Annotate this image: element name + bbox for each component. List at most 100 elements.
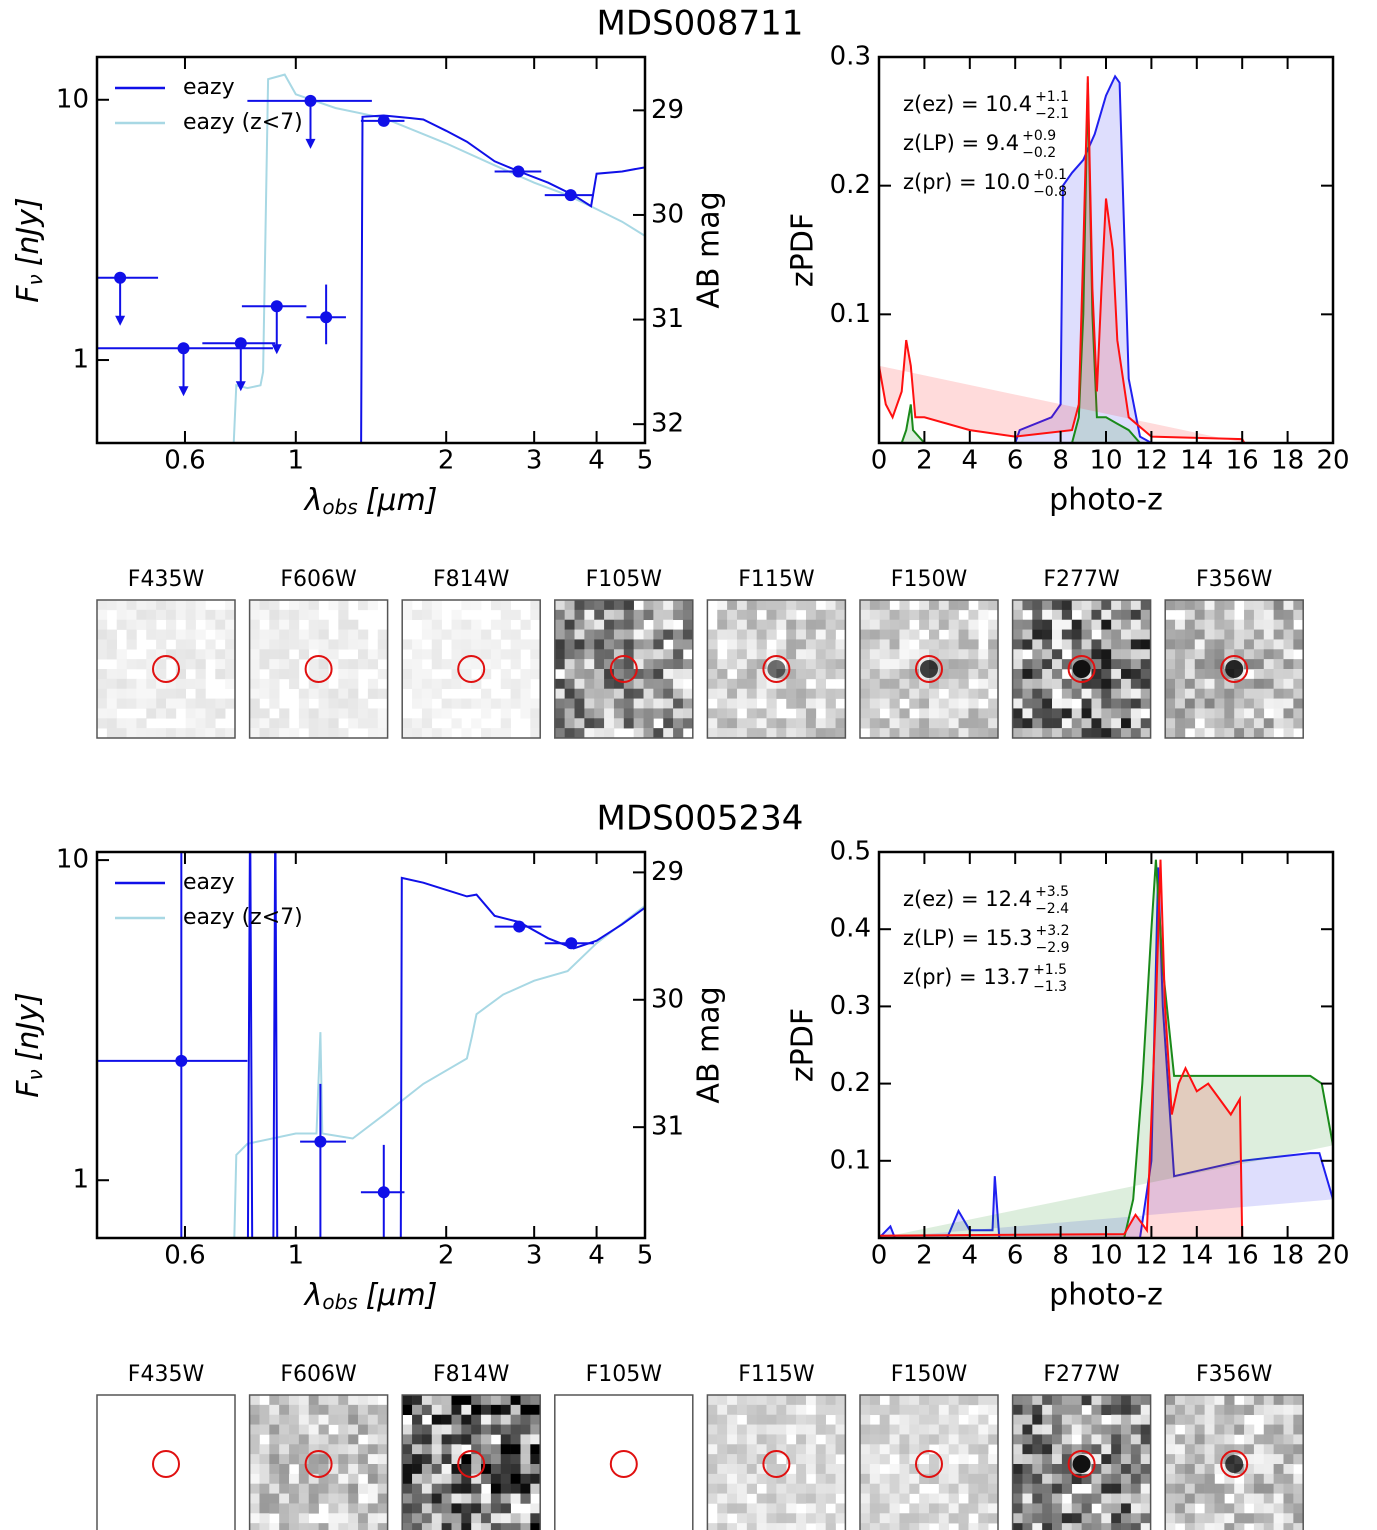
pixel bbox=[490, 728, 502, 739]
pixel bbox=[796, 659, 807, 670]
y-tick-label: 10 bbox=[56, 84, 89, 114]
pixel bbox=[348, 688, 359, 699]
pixel bbox=[623, 718, 634, 729]
x-tick-label: 3 bbox=[526, 1241, 543, 1271]
pixel bbox=[707, 1414, 718, 1425]
pixel bbox=[1244, 629, 1255, 640]
pixel bbox=[1140, 600, 1151, 611]
pixel bbox=[653, 688, 664, 699]
pixel bbox=[988, 619, 999, 630]
pixel bbox=[584, 728, 595, 739]
pixel bbox=[308, 1414, 319, 1425]
pixel bbox=[358, 698, 369, 709]
pixel bbox=[958, 1454, 969, 1465]
pixel bbox=[860, 1395, 871, 1406]
pixel bbox=[1032, 1464, 1043, 1475]
pdf-annotation: z(LP) = 15.3 bbox=[903, 926, 1032, 950]
axis-label-symbol: F bbox=[11, 285, 46, 303]
pixel bbox=[1121, 1454, 1132, 1465]
pixel bbox=[318, 728, 329, 739]
pixel bbox=[215, 669, 226, 680]
pixel bbox=[1091, 728, 1102, 739]
pixel bbox=[929, 1414, 940, 1425]
pixel bbox=[1140, 718, 1151, 729]
pixel bbox=[673, 649, 684, 660]
pixel bbox=[1140, 1414, 1151, 1425]
pixel bbox=[1224, 678, 1235, 690]
pixel bbox=[604, 698, 615, 709]
pixel bbox=[786, 1414, 797, 1425]
pixel bbox=[653, 728, 664, 739]
pixel bbox=[1165, 1434, 1176, 1445]
aperture bbox=[304, 1450, 333, 1478]
pixel bbox=[328, 718, 339, 729]
pixel bbox=[249, 669, 260, 680]
pixel bbox=[889, 639, 900, 650]
pixel bbox=[269, 629, 280, 640]
pixel bbox=[746, 639, 757, 650]
pixel bbox=[490, 600, 502, 611]
pixel bbox=[613, 718, 625, 729]
pixel bbox=[682, 619, 694, 630]
pixel bbox=[308, 1464, 319, 1475]
pixel bbox=[825, 639, 836, 650]
pixel bbox=[909, 1424, 920, 1435]
pixel bbox=[899, 1483, 910, 1494]
pixel bbox=[156, 678, 167, 690]
pixel bbox=[717, 698, 728, 709]
pixel bbox=[978, 678, 989, 690]
pixel bbox=[259, 659, 270, 670]
pixel bbox=[899, 728, 910, 739]
pixel bbox=[136, 659, 147, 670]
pixel bbox=[338, 1523, 349, 1530]
pixel bbox=[461, 669, 472, 680]
pixel bbox=[1194, 1473, 1205, 1485]
pixel bbox=[1175, 649, 1186, 660]
pixel bbox=[919, 1513, 930, 1524]
pixel bbox=[1052, 678, 1063, 690]
pixel bbox=[919, 708, 930, 719]
pixel bbox=[653, 678, 664, 690]
pixel bbox=[1263, 659, 1274, 670]
pixel bbox=[835, 1434, 846, 1445]
pixel bbox=[1224, 609, 1235, 621]
pixel bbox=[938, 728, 950, 739]
pdf-annotation-upper: +0.9 bbox=[1022, 128, 1056, 144]
pixel bbox=[126, 698, 137, 709]
x-tick-label: 8 bbox=[1052, 1241, 1069, 1271]
pixel bbox=[481, 708, 492, 719]
pixel bbox=[367, 1424, 379, 1435]
pixel bbox=[1234, 1513, 1245, 1524]
pixel bbox=[825, 708, 836, 719]
pixel bbox=[1012, 1483, 1023, 1494]
pixel bbox=[643, 688, 654, 699]
pixel bbox=[520, 678, 531, 690]
pixel bbox=[269, 639, 280, 650]
pixel bbox=[786, 1513, 797, 1524]
pixel bbox=[835, 1444, 846, 1455]
pixel bbox=[1253, 649, 1265, 660]
pixel bbox=[1012, 1473, 1023, 1485]
pixel bbox=[1091, 1444, 1102, 1455]
pixel bbox=[279, 1483, 290, 1494]
pixel bbox=[328, 1503, 339, 1514]
pixel bbox=[815, 1503, 826, 1514]
pixel bbox=[259, 1454, 270, 1465]
pixel bbox=[421, 1434, 433, 1445]
pixel bbox=[1165, 678, 1176, 690]
pixel bbox=[520, 1523, 531, 1530]
pixel bbox=[205, 698, 216, 709]
pdf-area bbox=[879, 82, 1333, 443]
pixel bbox=[554, 639, 565, 650]
pixel bbox=[289, 1493, 300, 1504]
pixel bbox=[451, 1473, 462, 1485]
pixel bbox=[1234, 718, 1245, 729]
pixel bbox=[1204, 1414, 1215, 1425]
pixel bbox=[451, 1454, 462, 1465]
pixel bbox=[308, 1503, 319, 1514]
pixel bbox=[530, 1503, 541, 1514]
data-point bbox=[314, 1135, 327, 1148]
pixel bbox=[1022, 1434, 1033, 1445]
pixel bbox=[461, 649, 472, 660]
pixel bbox=[707, 718, 718, 729]
